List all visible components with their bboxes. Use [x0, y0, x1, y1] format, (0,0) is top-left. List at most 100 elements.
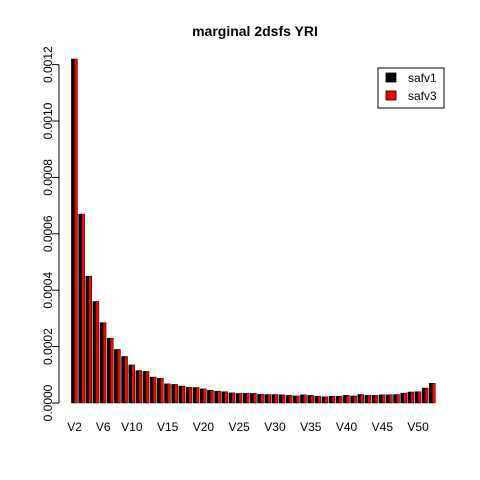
bar-safv3-V36 — [317, 395, 322, 404]
bar-safv1-V25 — [235, 393, 240, 404]
bar-safv3-V34 — [303, 394, 307, 404]
bar-safv3-V49 — [410, 391, 415, 404]
bar-safv3-V6 — [102, 322, 107, 404]
bar-safv3-V18 — [188, 386, 193, 404]
bar-safv3-V9 — [124, 356, 128, 404]
bar-safv1-V34 — [300, 394, 304, 404]
bar-safv3-V20 — [203, 388, 207, 404]
x-tick-label: V40 — [336, 420, 358, 434]
bar-safv1-V29 — [264, 394, 268, 404]
bar-safv3-V13 — [152, 376, 157, 404]
bar-safv3-V3 — [81, 213, 85, 404]
bar-safv3-V22 — [217, 390, 221, 404]
bar-safv1-V4 — [85, 275, 89, 404]
bar-safv1-V13 — [149, 376, 154, 404]
x-tick-label: V15 — [157, 420, 179, 434]
bars — [71, 58, 436, 404]
bar-safv1-V31 — [278, 394, 283, 404]
x-tick-label: V2 — [67, 420, 82, 434]
bar-safv1-V30 — [271, 394, 276, 404]
bar-safv1-V8 — [114, 349, 118, 404]
bar-safv1-V9 — [121, 356, 125, 404]
bar-safv3-V47 — [396, 394, 400, 404]
bar-safv3-V44 — [374, 395, 379, 404]
bar-safv3-V33 — [296, 395, 300, 404]
bar-safv1-V23 — [221, 391, 225, 404]
bar-safv3-V41 — [353, 395, 357, 404]
bar-safv3-V38 — [331, 395, 336, 404]
bar-safv3-V4 — [88, 275, 93, 404]
bar-safv3-V25 — [238, 393, 243, 404]
bar-safv3-V43 — [367, 395, 372, 404]
y-tick-label: 0.0010 — [41, 102, 55, 139]
bar-safv3-V28 — [260, 394, 264, 404]
bar-safv1-V3 — [78, 213, 82, 404]
bar-safv1-V52 — [429, 383, 433, 404]
bar-safv1-V11 — [135, 370, 140, 404]
bar-safv3-V31 — [281, 394, 286, 404]
x-axis: V2 V6 V10 V15 V20 V25 V30 V35 V40 V45 V50 — [67, 420, 429, 434]
bar-safv3-V23 — [224, 391, 228, 404]
x-tick-label: V10 — [121, 420, 143, 434]
bar-safv3-V14 — [160, 377, 164, 404]
bar-safv3-V2 — [74, 58, 78, 404]
bar-safv1-V49 — [407, 391, 412, 404]
bar-safv1-V40 — [343, 395, 347, 404]
bar-safv1-V42 — [357, 394, 361, 404]
x-tick-label: V35 — [300, 420, 322, 434]
bar-safv1-V16 — [171, 384, 175, 404]
bar-safv1-V24 — [228, 392, 233, 404]
bar-safv3-V7 — [109, 337, 114, 404]
bar-safv3-V8 — [117, 349, 121, 404]
y-axis: 0.0000 0.0002 0.0004 0.0006 0.0008 0.0010 0.00… — [41, 46, 60, 421]
bar-safv1-V21 — [207, 390, 211, 404]
bar-safv3-V5 — [95, 301, 100, 404]
bar-safv1-V50 — [414, 391, 419, 404]
bar-safv1-V35 — [307, 395, 311, 404]
bar-safv1-V27 — [250, 393, 254, 404]
bar-safv1-V47 — [393, 394, 397, 404]
x-tick-label: V20 — [193, 420, 215, 434]
bar-safv3-V26 — [245, 393, 250, 404]
y-tick-label: 0.0006 — [41, 215, 55, 252]
bar-safv3-V30 — [274, 394, 279, 404]
y-tick-label: 0.0008 — [41, 159, 55, 196]
bar-safv3-V45 — [381, 394, 386, 404]
bar-safv3-V15 — [167, 383, 171, 404]
bar-safv3-V29 — [267, 394, 271, 404]
bar-safv1-V20 — [200, 388, 204, 404]
bar-safv1-V18 — [185, 386, 190, 404]
bar-safv1-V33 — [293, 395, 297, 404]
bar-safv3-V12 — [145, 371, 150, 404]
bar-safv3-V11 — [138, 370, 143, 404]
bar-safv1-V19 — [192, 387, 197, 404]
bar-safv3-V40 — [346, 395, 350, 404]
bar-safv1-V22 — [214, 390, 218, 404]
bar-safv3-V32 — [288, 395, 293, 404]
x-tick-label: V6 — [96, 420, 111, 434]
bar-safv1-V39 — [335, 395, 340, 404]
x-tick-label: V30 — [264, 420, 286, 434]
bar-safv1-V36 — [314, 395, 319, 404]
bar-safv3-V35 — [310, 395, 314, 404]
legend-label-safv1: safv1 — [408, 71, 437, 85]
bar-safv3-V37 — [324, 396, 329, 404]
x-tick-label: V50 — [407, 420, 429, 434]
chart-title: marginal 2dsfs YRI — [192, 23, 318, 39]
bar-safv1-V10 — [128, 364, 132, 404]
bar-safv3-V42 — [360, 394, 364, 404]
bar-safv1-V37 — [321, 396, 326, 404]
bar-safv1-V14 — [157, 377, 161, 404]
bar-safv1-V6 — [99, 322, 104, 404]
bar-safv3-V46 — [389, 394, 393, 404]
legend-label-safv3: safv3 — [408, 89, 437, 103]
x-tick-label: V45 — [372, 420, 394, 434]
bar-safv3-V24 — [231, 392, 236, 404]
bar-safv3-V27 — [253, 393, 257, 404]
bar-safv1-V26 — [242, 393, 247, 404]
bar-safv1-V7 — [106, 337, 111, 404]
bar-safv1-V43 — [364, 395, 369, 404]
bar-safv1-V5 — [92, 301, 97, 404]
bar-safv3-V10 — [131, 364, 135, 404]
